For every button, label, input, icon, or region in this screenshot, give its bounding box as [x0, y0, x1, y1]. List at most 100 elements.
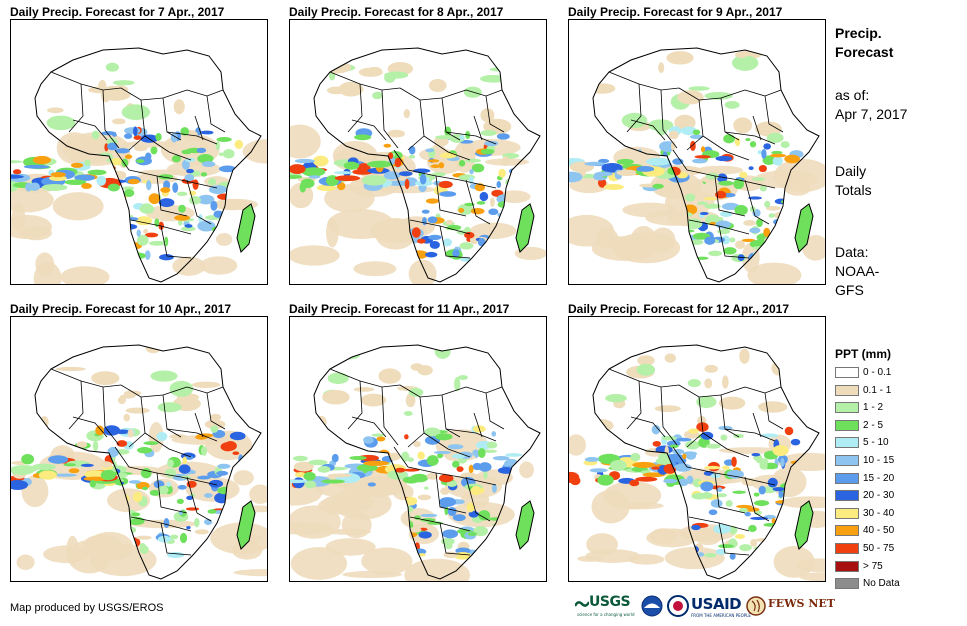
country-border [626, 83, 642, 133]
forecast-panel-6: Daily Precip. Forecast for 12 Apr., 2017 [568, 302, 826, 590]
rain-cell [725, 500, 733, 507]
rain-cell [131, 512, 141, 517]
rain-cell [756, 218, 763, 228]
rain-cell [148, 240, 167, 246]
country-border [407, 99, 425, 151]
legend-label: 20 - 30 [863, 490, 895, 502]
country-border [351, 119, 387, 141]
rain-cell [194, 517, 200, 528]
rain-cell [50, 171, 66, 178]
country-border [485, 95, 505, 133]
sidebar-data-source: Data: NOAA- GFS [835, 243, 879, 300]
rain-cell [672, 508, 688, 519]
rain-cell [398, 527, 404, 532]
rain-cell [411, 227, 421, 238]
rain-cell [466, 502, 475, 513]
rain-cell [413, 441, 421, 448]
rain-cell [636, 363, 656, 376]
drizzle-patch [60, 266, 110, 284]
rain-cell [630, 453, 641, 462]
rain-cell [483, 470, 488, 480]
drizzle-patch [290, 182, 314, 209]
rain-cell [738, 507, 749, 513]
rain-cell [143, 228, 149, 234]
country-border [160, 225, 192, 259]
country-border [686, 169, 776, 189]
country-border [120, 384, 188, 398]
rain-cell [704, 91, 733, 100]
rain-cell [428, 79, 447, 92]
rain-cell [85, 507, 102, 513]
rain-cell [133, 135, 142, 140]
rain-cell [467, 532, 478, 536]
coastline [313, 47, 541, 283]
rain-cell [692, 158, 708, 164]
madagascar-outline [794, 203, 814, 253]
rain-cell [704, 465, 721, 470]
rain-cell [74, 174, 96, 181]
rain-cell [135, 535, 152, 540]
country-border [744, 89, 782, 97]
country-border [445, 131, 497, 145]
rain-cell [420, 518, 436, 522]
rain-cell [371, 433, 385, 437]
country-border [630, 119, 666, 141]
rain-cell [303, 471, 316, 481]
rain-cell [689, 140, 696, 151]
rain-cell [407, 457, 414, 462]
rain-cell [435, 433, 453, 441]
rain-cell [178, 204, 186, 213]
asof-date: Apr 7, 2017 [835, 106, 908, 122]
asof-label: as of: [835, 87, 870, 103]
rain-cell [29, 182, 40, 191]
rain-cell [645, 157, 671, 166]
rain-cell [155, 133, 162, 141]
rain-cell [353, 387, 375, 392]
rain-cell [491, 483, 497, 493]
sidebar-asof: as of: Apr 7, 2017 [835, 86, 907, 124]
rain-cell [95, 505, 112, 513]
legend-swatch [835, 384, 859, 396]
rain-cell [758, 401, 788, 413]
rain-cell [768, 213, 775, 218]
country-border [186, 476, 212, 522]
country-border [102, 89, 120, 149]
rain-cell [96, 242, 104, 248]
fewsnet-logo: FEWS NET [746, 592, 835, 622]
rain-cell [73, 252, 92, 264]
rain-cell [438, 180, 453, 189]
precip-map [289, 19, 547, 285]
rain-cell [741, 238, 756, 243]
country-border [439, 522, 471, 556]
rain-cell [167, 459, 174, 468]
africa-map-svg [11, 344, 267, 580]
rain-cell [766, 205, 781, 211]
rain-cell [733, 178, 745, 190]
rain-cell [437, 452, 444, 459]
rain-cell [723, 247, 737, 255]
rain-cell [80, 517, 92, 527]
rain-cell [216, 470, 229, 476]
legend-label: 15 - 20 [863, 472, 895, 484]
country-border [626, 380, 642, 430]
rain-cell [717, 229, 731, 235]
rain-cell [89, 480, 97, 488]
rain-cell [211, 225, 229, 233]
rain-cell [739, 544, 752, 552]
country-border [718, 225, 750, 259]
rain-cell [141, 203, 153, 211]
rain-cell [665, 490, 672, 497]
rain-cell [370, 530, 388, 537]
rain-cell [439, 191, 457, 197]
rain-cell [184, 224, 193, 228]
legend-label: No Data [863, 578, 900, 590]
country-border [485, 392, 505, 430]
rain-cell [497, 546, 502, 556]
rain-cell [134, 145, 148, 152]
rain-cell [704, 236, 716, 245]
drizzle-patch [16, 554, 35, 570]
drizzle-patch [591, 236, 658, 261]
rain-cell [210, 200, 218, 211]
country-border [329, 71, 401, 91]
rain-cell [64, 179, 87, 186]
